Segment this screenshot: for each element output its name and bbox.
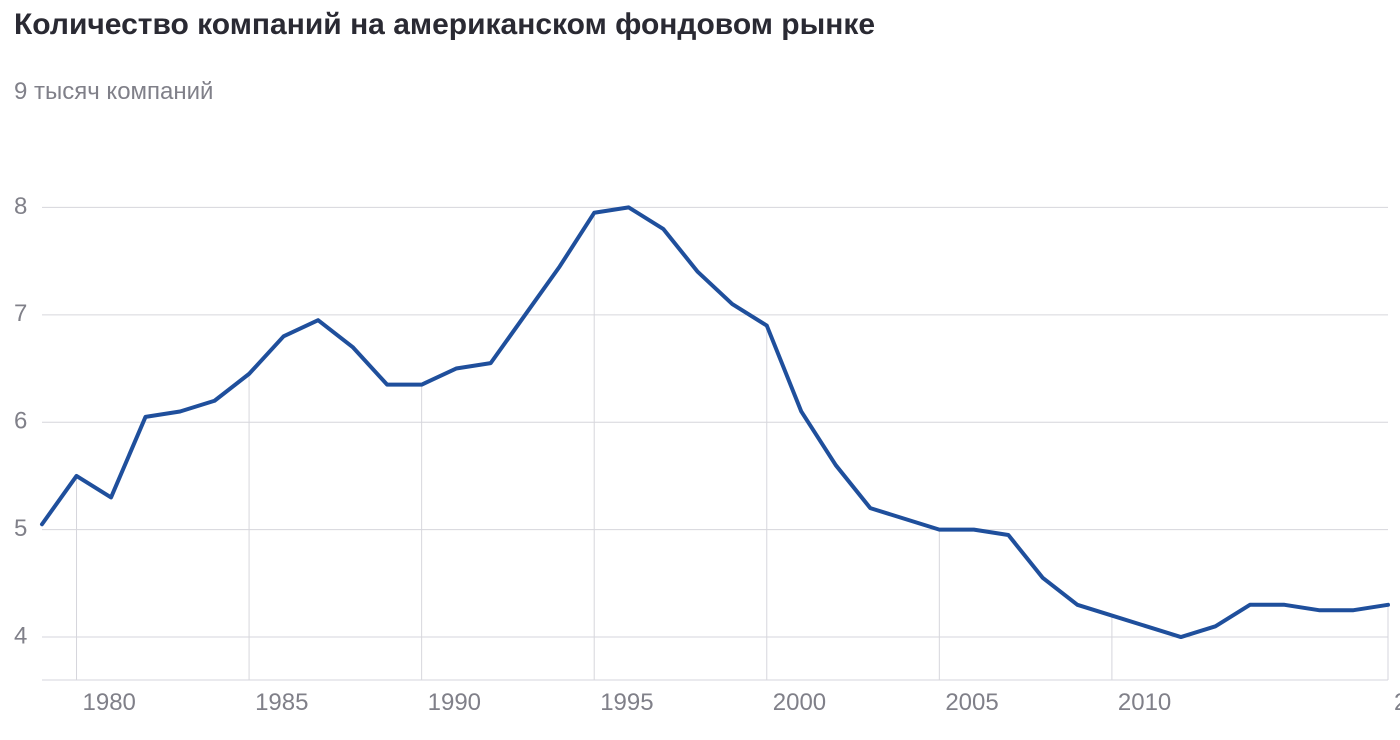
line-chart: Количество компаний на американском фонд…: [0, 0, 1400, 740]
x-tick-label: 1990: [428, 689, 481, 716]
y-tick-label: 4: [14, 622, 27, 649]
x-tick-label: 2018: [1394, 689, 1400, 716]
y-tick-label: 5: [14, 515, 27, 542]
x-tick-label: 2000: [773, 689, 826, 716]
y-tick-label: 6: [14, 408, 27, 435]
y-tick-label: 8: [14, 193, 27, 220]
x-tick-label: 2005: [945, 689, 998, 716]
y-tick-label: 7: [14, 300, 27, 327]
x-tick-label: 2010: [1118, 689, 1171, 716]
x-tick-label: 1980: [83, 689, 136, 716]
x-tick-label: 1985: [255, 689, 308, 716]
x-tick-label: 1995: [600, 689, 653, 716]
chart-svg: 4 5 6 7 8 1980 1985 1990 1995 2000 2005 2010 2018: [0, 0, 1400, 740]
